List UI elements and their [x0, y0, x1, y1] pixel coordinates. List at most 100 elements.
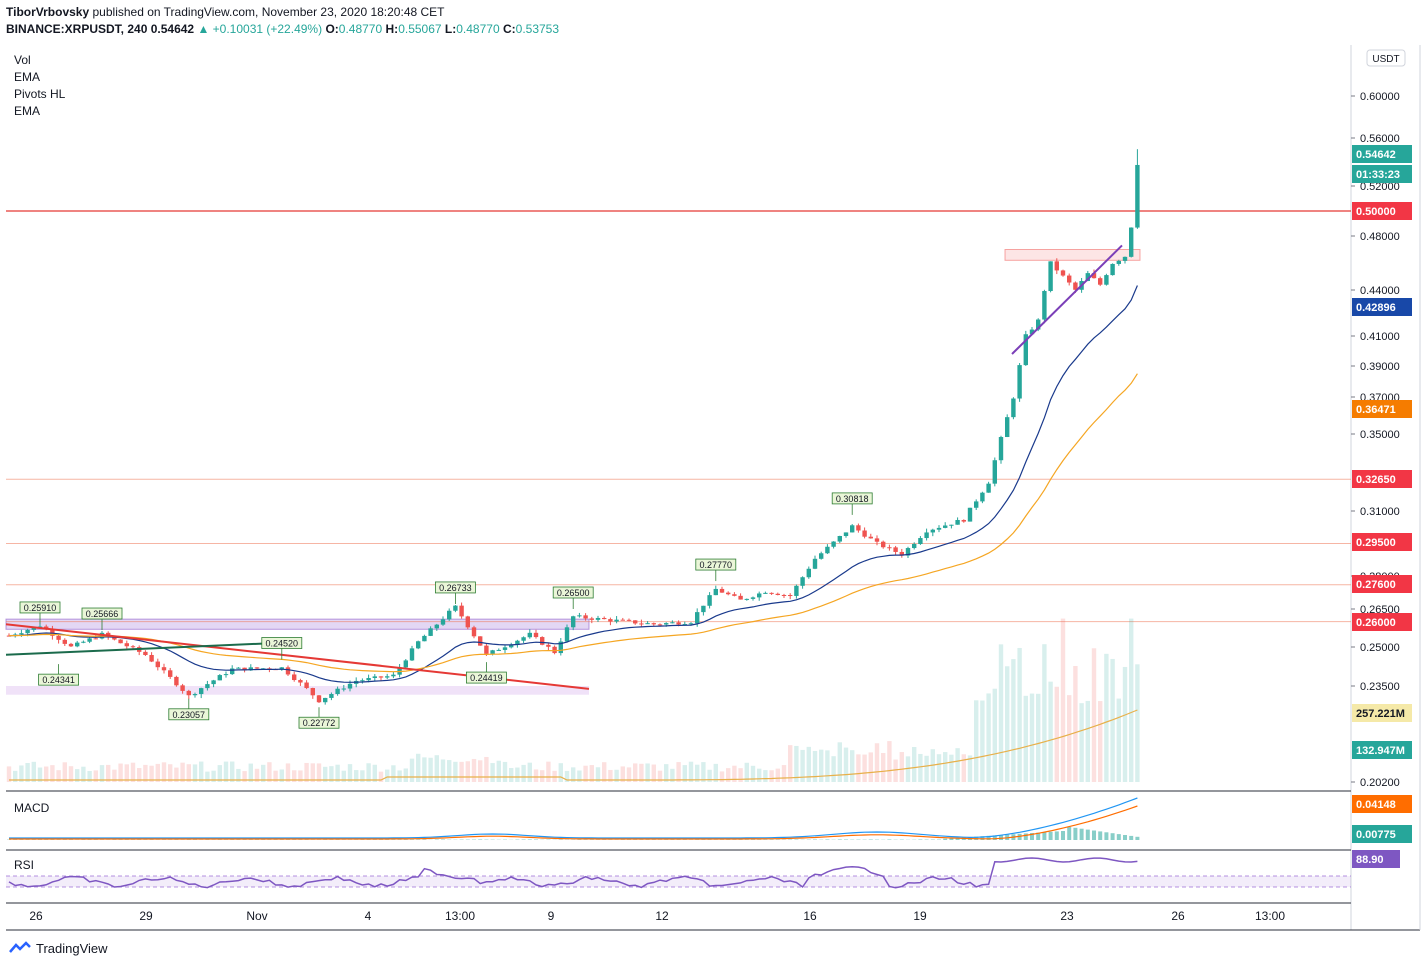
macd-histogram-bar	[949, 838, 954, 840]
volume-bar	[143, 764, 148, 782]
candle-body	[391, 674, 396, 677]
volume-bar	[992, 688, 997, 782]
symbol-label[interactable]: BINANCE:XRPUSDT, 240	[6, 22, 148, 36]
macd-histogram-bar	[193, 839, 197, 840]
volume-bar	[589, 765, 594, 782]
volume-bar	[527, 762, 532, 782]
price-label-text: 0.27600	[1356, 579, 1396, 591]
volume-bar	[540, 770, 545, 782]
volume-bar	[298, 770, 303, 782]
price-label-text: 01:33:23	[1356, 169, 1400, 181]
volume-bar	[478, 760, 483, 782]
candle-body	[1042, 291, 1047, 320]
candle-body	[1085, 273, 1090, 281]
candle-body	[217, 675, 222, 681]
candle-body	[471, 627, 477, 637]
macd-histogram-bar	[930, 839, 935, 840]
macd-histogram-bar	[980, 836, 985, 840]
macd-histogram-bar	[633, 839, 638, 840]
volume-bar	[81, 766, 86, 782]
volume-bar	[261, 764, 266, 782]
candle-body	[912, 543, 917, 549]
volume-bar	[788, 745, 793, 782]
x-axis-tick-label: Nov	[246, 909, 267, 923]
volume-bar	[490, 763, 495, 782]
resistance-zone	[5, 618, 590, 630]
up-trendline	[5, 640, 301, 656]
candle-body	[254, 667, 260, 669]
price-label-badge	[1352, 575, 1412, 593]
candle-body	[1036, 319, 1041, 330]
macd-histogram-bar	[1079, 828, 1084, 840]
candle-body	[403, 660, 408, 668]
author-name[interactable]: TiborVrbovsky	[6, 5, 90, 19]
candle-body	[19, 633, 24, 635]
macd-histogram-bar	[887, 839, 892, 840]
volume-bar	[682, 765, 687, 782]
rsi-band	[6, 876, 1351, 887]
volume-bar	[44, 766, 49, 782]
volume-bar	[887, 741, 892, 782]
volume-bar	[533, 769, 539, 782]
volume-bar	[465, 761, 470, 782]
macd-histogram-bar	[372, 839, 377, 840]
volume-bar	[19, 765, 24, 782]
macd-histogram-bar	[422, 839, 427, 840]
candle-body	[1017, 365, 1022, 399]
volume-bar	[292, 770, 297, 782]
volume-bar	[757, 768, 762, 782]
macd-histogram-bar	[620, 839, 625, 840]
volume-bar	[1135, 664, 1140, 782]
volume-bar	[738, 768, 743, 782]
volume-bar	[310, 763, 315, 782]
macd-histogram-bar	[868, 839, 873, 840]
volume-bar	[726, 768, 731, 782]
volume-bar	[577, 770, 582, 782]
volume-bar	[732, 765, 737, 782]
macd-histogram-bar	[639, 839, 644, 840]
publish-info: published on TradingView.com, November 2…	[92, 5, 445, 19]
candle-body	[794, 585, 799, 596]
x-axis-tick-label: 19	[913, 909, 927, 923]
candle-body	[496, 649, 501, 651]
volume-bar	[236, 768, 241, 782]
x-axis-tick-label: 9	[548, 909, 555, 923]
volume-bar	[99, 765, 105, 782]
macd-histogram-bar	[769, 839, 774, 840]
candle-body	[670, 622, 675, 624]
candle-body	[620, 619, 625, 621]
volume-bar	[837, 742, 842, 782]
volume-bar	[372, 764, 377, 782]
volume-bar	[285, 763, 291, 782]
x-axis-tick-label: 16	[803, 909, 817, 923]
volume-bar	[56, 770, 61, 782]
volume-bar	[223, 761, 229, 782]
candle-body	[918, 538, 923, 544]
candle-body	[168, 670, 173, 677]
candle-body	[936, 527, 942, 530]
candle-body	[490, 650, 495, 654]
macd-histogram-bar	[174, 839, 179, 840]
volume-bar	[1042, 644, 1047, 782]
volume-bar	[409, 758, 415, 782]
volume-bar	[217, 765, 222, 782]
candle-body	[329, 694, 334, 698]
volume-bar	[602, 762, 607, 782]
macd-histogram-bar	[1036, 832, 1041, 840]
volume-bar	[75, 769, 80, 782]
volume-bar	[112, 769, 117, 782]
pivot-label: 0.22772	[303, 718, 336, 728]
volume-bar	[341, 770, 346, 782]
candle-body	[409, 648, 415, 661]
candle-body	[205, 684, 210, 689]
candle-body	[633, 620, 638, 624]
candle-body	[595, 617, 601, 620]
price-label-badge	[1352, 613, 1412, 631]
footer[interactable]: TradingView	[8, 940, 108, 956]
volume-bar	[874, 743, 880, 782]
candle-body	[552, 646, 557, 654]
last-price: 0.54642	[150, 22, 195, 36]
candle-body	[788, 595, 793, 597]
candle-body	[887, 547, 892, 549]
